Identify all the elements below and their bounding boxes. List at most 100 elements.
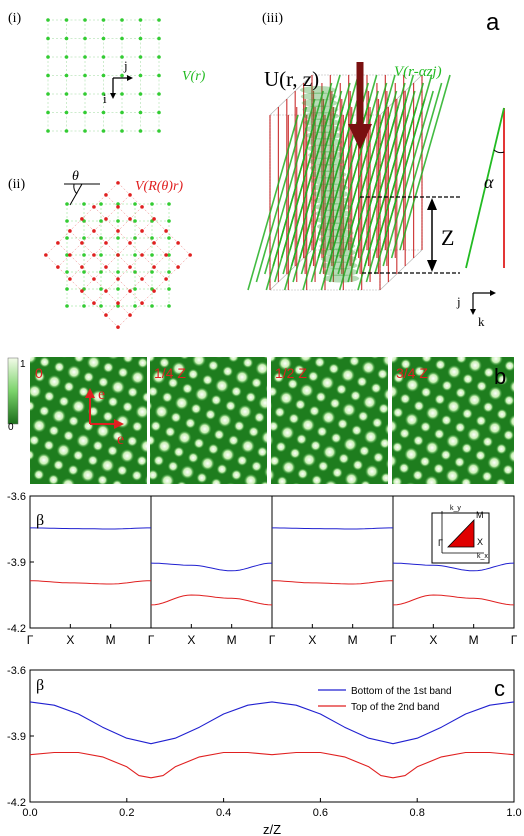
series-line [29, 751, 515, 779]
intensity-spot [248, 426, 260, 438]
rotated-site [80, 265, 84, 269]
beam-slice [317, 229, 354, 237]
y-tick-label: -3.6 [7, 665, 26, 677]
intensity-spot [200, 456, 215, 471]
beam-slice [321, 261, 358, 270]
intensity-spot [442, 345, 453, 356]
band-ylabel: β [36, 512, 44, 529]
period-marker: Z [360, 196, 460, 274]
rotated-link [117, 266, 131, 280]
rotated-site [104, 265, 108, 269]
intensity-spot [363, 429, 378, 444]
intensity-spot [167, 377, 179, 389]
intensity-spot [289, 447, 301, 459]
intensity-spot [310, 440, 322, 452]
intensity-spot [271, 386, 278, 398]
intensity-spot [150, 401, 153, 411]
U-field-label: U(r, z) [264, 67, 319, 91]
lattice-site [138, 55, 143, 59]
intensity-spot [377, 368, 388, 380]
rotated-site [104, 193, 108, 197]
rotated-link [129, 290, 143, 304]
intensity-spot [446, 434, 461, 449]
beam-slice [301, 99, 338, 107]
band-lines [29, 527, 515, 606]
snapshot-frame [392, 345, 514, 496]
intensity-spot [80, 468, 95, 483]
rotated-link [57, 242, 71, 256]
rotated-site [152, 217, 156, 221]
rotated-link [45, 242, 59, 256]
intensity-spot [481, 357, 483, 358]
intensity-spot [86, 357, 101, 370]
rotated-link [117, 254, 131, 268]
intensity-spot [371, 417, 383, 429]
intensity-spot [488, 357, 503, 366]
intensity-spot [358, 445, 370, 457]
intensity-spot [413, 365, 425, 377]
intensity-spot [424, 475, 439, 484]
intensity-spot [263, 466, 267, 478]
beam-slice [320, 248, 356, 257]
intensity-spot [393, 372, 405, 384]
intensity-spot [30, 400, 36, 412]
intensity-spot [146, 429, 147, 434]
rotated-site [68, 253, 72, 257]
beam-slice [304, 125, 341, 133]
lattice-site [157, 55, 161, 59]
intensity-spot [446, 399, 461, 414]
intensity-spot [314, 357, 326, 368]
green-waveguide [382, 90, 434, 267]
intensity-spot [255, 361, 267, 376]
intensity-spot [120, 448, 135, 463]
lattice-site [133, 219, 137, 223]
intensity-spot [412, 469, 424, 481]
intensity-spot [410, 357, 416, 358]
intensity-spot [137, 357, 147, 369]
snapshot-frame [30, 357, 147, 484]
intensity-spot [235, 370, 250, 385]
green-waveguide [380, 74, 433, 251]
intensity-spot [495, 443, 507, 455]
intensity-spot [467, 392, 482, 407]
rotated-link [129, 278, 143, 292]
intensity-spot [194, 387, 209, 402]
rotated-link [141, 230, 155, 244]
rotated-link [69, 242, 83, 256]
rotated-link [105, 230, 119, 244]
lattice-site [99, 287, 103, 291]
lattice-site [101, 129, 106, 133]
intensity-spot [331, 467, 343, 479]
rotated-site [104, 289, 108, 293]
inset-Gamma: Γ [438, 538, 443, 548]
intensity-spot [482, 436, 494, 448]
intensity-spot [154, 404, 169, 419]
intensity-spot [474, 485, 485, 496]
intensity-spot [335, 357, 346, 361]
intensity-spot [180, 465, 195, 480]
rotated-link [105, 194, 119, 208]
rotated-site [128, 289, 132, 293]
intensity-spot [308, 405, 320, 417]
lattice-site [150, 202, 154, 206]
beam-slice [323, 274, 360, 283]
intensity-spot [226, 482, 236, 484]
intensity-spot [82, 420, 94, 432]
c-y-ticks: -3.6 -3.9 -4.2 [7, 665, 34, 809]
rotated-site [164, 277, 168, 281]
intensity-spot [279, 391, 294, 406]
intensity-spot [271, 420, 279, 432]
rotated-link [165, 266, 179, 280]
intensity-spot [263, 357, 267, 360]
intensity-spot [475, 450, 487, 462]
intensity-spot [136, 455, 147, 467]
rotated-link [153, 218, 167, 232]
rotated-link [141, 218, 155, 232]
intensity-spot [378, 403, 388, 415]
beam-slice [316, 216, 352, 224]
x-tick-label: Γ [269, 633, 276, 647]
rotated-link [93, 206, 107, 220]
x-tick-label: M [348, 633, 358, 647]
rotated-link [117, 206, 131, 220]
lattice-site [167, 202, 171, 206]
